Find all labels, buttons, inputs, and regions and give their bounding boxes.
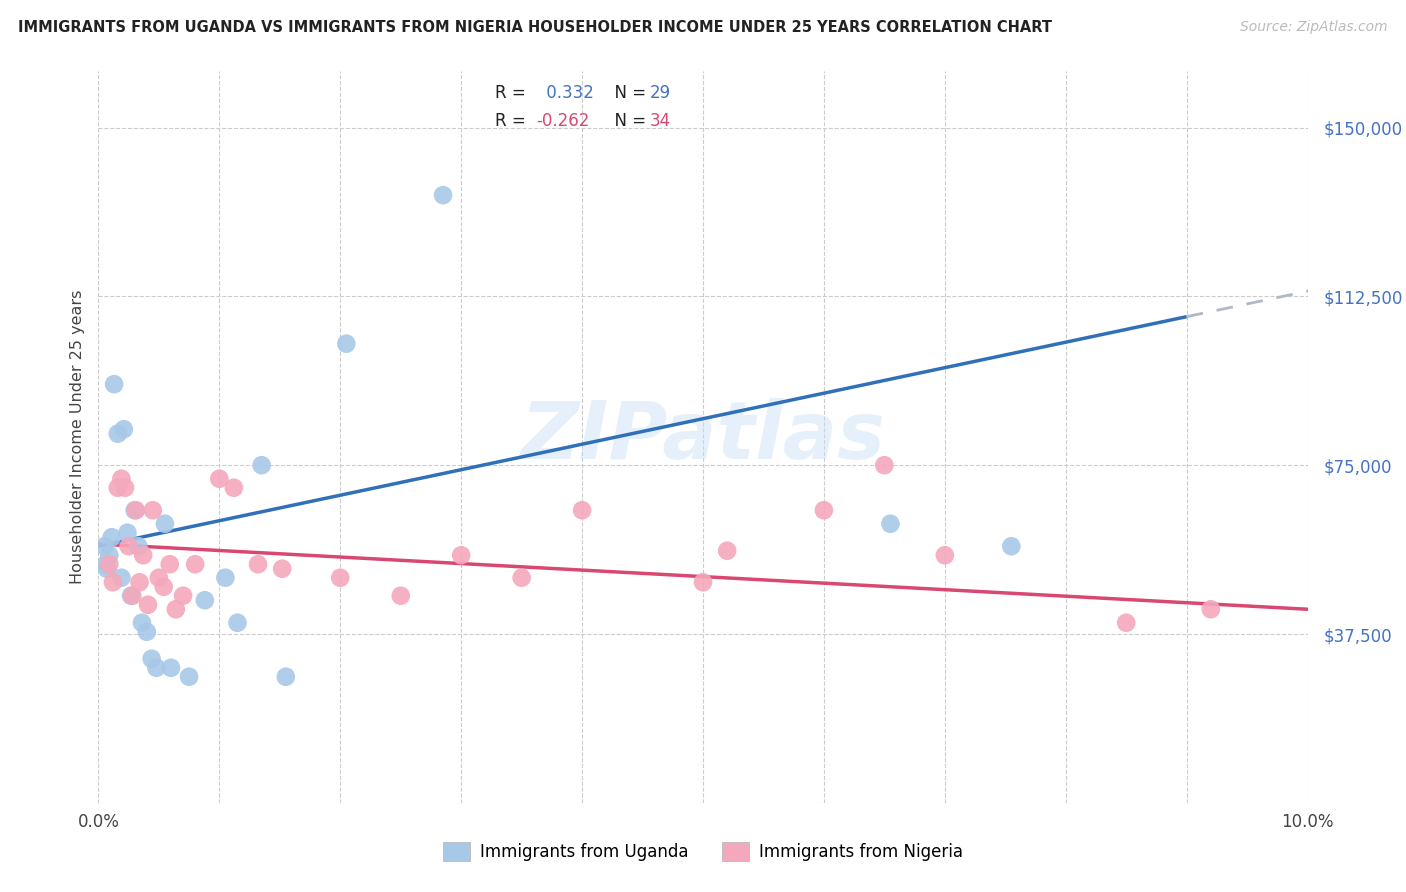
Point [716, 543, 738, 558]
Text: 34: 34 [650, 112, 671, 130]
Point [142, 503, 165, 517]
Point [117, 525, 139, 540]
Point [98, 548, 121, 562]
Point [172, 589, 194, 603]
Point [432, 188, 454, 202]
Text: 0.332: 0.332 [541, 85, 593, 103]
Point [208, 472, 231, 486]
Text: N =: N = [603, 112, 651, 130]
Point [98, 558, 121, 572]
Point [114, 481, 136, 495]
Point [148, 571, 170, 585]
Point [118, 539, 141, 553]
Point [103, 377, 125, 392]
Point [222, 481, 245, 495]
Point [226, 615, 249, 630]
Point [1115, 615, 1137, 630]
Point [214, 571, 236, 585]
Point [131, 615, 153, 630]
Point [692, 575, 714, 590]
Point [271, 562, 294, 576]
Point [124, 503, 146, 517]
Point [165, 602, 187, 616]
Point [250, 458, 273, 473]
Point [450, 548, 472, 562]
Point [813, 503, 835, 517]
Point [159, 558, 181, 572]
Point [93, 539, 115, 553]
Point [873, 458, 896, 473]
Text: R =: R = [495, 112, 531, 130]
Point [101, 575, 124, 590]
Point [510, 571, 533, 585]
Point [934, 548, 956, 562]
Text: R =: R = [495, 85, 531, 103]
Point [107, 426, 129, 441]
Point [112, 422, 135, 436]
Point [125, 503, 148, 517]
Text: IMMIGRANTS FROM UGANDA VS IMMIGRANTS FROM NIGERIA HOUSEHOLDER INCOME UNDER 25 YE: IMMIGRANTS FROM UGANDA VS IMMIGRANTS FRO… [18, 20, 1052, 35]
Point [335, 336, 357, 351]
Point [135, 624, 157, 639]
Text: N =: N = [603, 85, 651, 103]
Point [184, 558, 207, 572]
Point [153, 516, 176, 531]
Text: ZIPatlas: ZIPatlas [520, 398, 886, 476]
Point [194, 593, 217, 607]
Point [571, 503, 593, 517]
Y-axis label: Householder Income Under 25 years: Householder Income Under 25 years [69, 290, 84, 584]
Point [94, 558, 117, 572]
Point [1000, 539, 1022, 553]
Point [120, 589, 142, 603]
Point [128, 575, 150, 590]
Point [110, 571, 132, 585]
Point [100, 530, 122, 544]
Point [274, 670, 297, 684]
Text: 29: 29 [650, 85, 671, 103]
Point [145, 661, 167, 675]
Point [879, 516, 901, 531]
Point [141, 652, 163, 666]
Point [329, 571, 352, 585]
Text: Source: ZipAtlas.com: Source: ZipAtlas.com [1240, 20, 1388, 34]
Point [96, 562, 118, 576]
Point [160, 661, 183, 675]
Point [132, 548, 155, 562]
Point [179, 670, 201, 684]
Point [1199, 602, 1222, 616]
Point [136, 598, 159, 612]
Point [247, 558, 270, 572]
Point [127, 539, 149, 553]
Point [389, 589, 412, 603]
Point [110, 472, 132, 486]
Text: -0.262: -0.262 [536, 112, 589, 130]
Legend: Immigrants from Uganda, Immigrants from Nigeria: Immigrants from Uganda, Immigrants from … [437, 835, 969, 868]
Point [121, 589, 143, 603]
Point [107, 481, 129, 495]
Point [152, 580, 174, 594]
